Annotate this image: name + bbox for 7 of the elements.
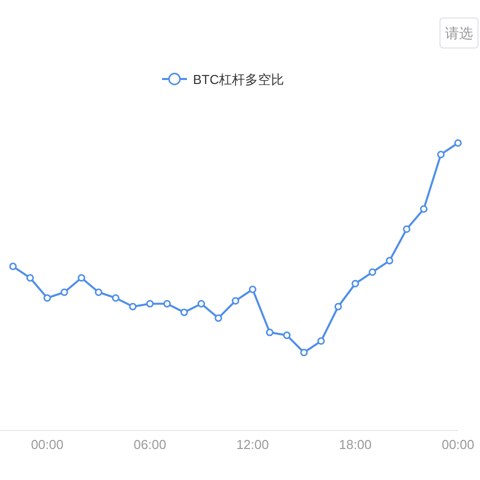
annotation: 请选 — [440, 18, 478, 48]
x-tick-label: 00:00 — [442, 437, 474, 452]
x-tick-label: 06:00 — [134, 437, 166, 452]
x-tick-label: 18:00 — [339, 437, 372, 452]
x-tick-label: 00:00 — [30, 437, 64, 452]
x-tick-label: 12:00 — [236, 437, 269, 452]
legend-label: BTC杠杆多空比 — [193, 72, 284, 87]
